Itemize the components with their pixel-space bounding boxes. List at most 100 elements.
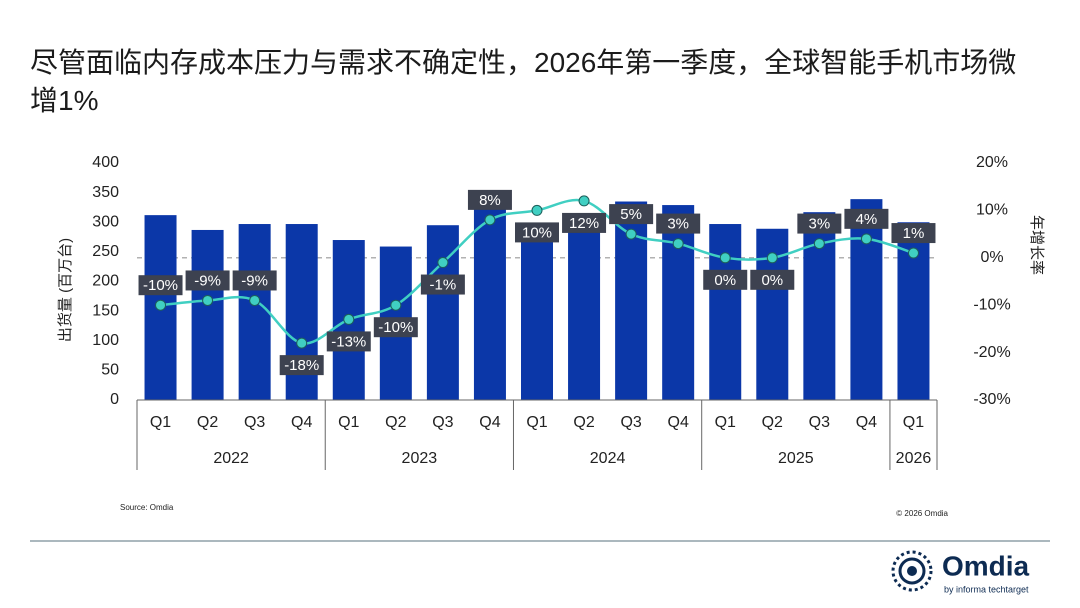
x-group-label: 2022 [213,450,249,467]
chart-title: 尽管面临内存成本压力与需求不确定性，2026年第一季度，全球智能手机市场微增1% [30,47,1017,116]
data-label: -9% [194,272,221,289]
x-tick-label: Q4 [668,414,689,431]
x-tick-label: Q1 [715,414,736,431]
growth-marker [202,294,214,306]
x-group-label: 2023 [402,450,438,467]
data-label-box [515,222,559,243]
bar [426,225,459,400]
bar [568,231,601,400]
x-tick-label: Q3 [620,414,641,431]
x-tick-label: Q4 [856,414,877,431]
x-tick-label: Q2 [762,414,783,431]
y2-tick-label: -20% [973,344,1010,361]
data-label: 8% [479,192,501,209]
x-group-label: 2026 [896,450,932,467]
data-label: 0% [714,272,736,289]
growth-marker [531,204,543,216]
data-label-box [420,274,465,295]
data-label: -13% [331,333,366,350]
data-label-box [844,208,889,229]
data-label: 3% [809,216,831,233]
y-tick-label: 350 [92,184,119,201]
x-tick-label: Q1 [338,414,359,431]
data-label-box [750,269,795,290]
bar [521,224,553,400]
bar [850,199,883,400]
y2-tick-label: 20% [976,154,1008,171]
y-tick-label: 300 [92,213,119,230]
data-label-box [279,355,324,376]
y2-tick-label: -30% [973,391,1010,408]
growth-marker [672,238,684,250]
y-tick-label: 0 [110,391,119,408]
y-axis-label: 出货量 (百万台) [57,238,74,342]
bar [473,195,506,400]
x-tick-label: Q2 [197,414,218,431]
data-label-box [138,275,183,296]
bar [191,229,224,400]
growth-marker [578,195,590,207]
data-label: 1% [903,225,925,242]
data-label-box [185,270,230,291]
x-tick-label: Q4 [291,414,312,431]
growth-marker [625,228,637,240]
x-tick-label: Q3 [809,414,830,431]
growth-marker [719,252,731,264]
y-tick-label: 100 [92,332,119,349]
data-label: -9% [241,272,268,289]
logo-name: Omdia [942,550,1030,581]
x-group-label: 2025 [778,450,814,467]
y2-tick-label: 10% [976,202,1008,219]
data-label: 4% [856,211,878,228]
y2-axis-label: 年增长率 [1028,215,1045,275]
data-label-box [562,212,607,233]
data-label: -1% [430,277,457,294]
data-label: 5% [620,206,642,223]
data-label-box [656,213,701,234]
growth-marker [249,294,261,306]
growth-marker [813,238,825,250]
y-tick-label: 150 [92,302,119,319]
growth-marker [437,257,449,269]
data-label: 0% [761,272,783,289]
growth-marker [484,214,496,226]
x-tick-label: Q1 [150,414,171,431]
y-tick-label: 50 [101,362,119,379]
data-label-box [467,189,512,210]
x-tick-label: Q1 [526,414,547,431]
logo-tagline: by informa techtarget [944,584,1029,594]
data-label: 12% [569,215,599,232]
bar [662,205,695,400]
data-label-box [891,223,936,244]
x-tick-label: Q3 [432,414,453,431]
x-group-label: 2024 [590,450,626,467]
data-label-box [326,331,371,352]
growth-marker [766,252,778,264]
growth-marker [343,313,355,325]
growth-marker [390,299,402,311]
data-label: -10% [378,319,413,336]
data-label: -10% [143,277,178,294]
y-tick-label: 400 [92,154,119,171]
source: Source: Omdia [120,503,174,512]
x-tick-label: Q4 [479,414,500,431]
x-tick-label: Q3 [244,414,265,431]
logo-icon [891,550,933,592]
data-label-box [797,213,842,234]
y2-tick-label: -10% [973,296,1010,313]
data-label-box [703,269,748,290]
data-label-box [373,317,418,338]
x-tick-label: Q1 [903,414,924,431]
bar [238,224,271,400]
copyright: © 2026 Omdia [896,509,948,518]
data-label: 3% [667,216,689,233]
growth-marker [296,337,308,349]
growth-marker [860,233,872,245]
y-tick-label: 200 [92,273,119,290]
x-tick-label: Q2 [573,414,594,431]
data-label-box [232,270,277,291]
data-label-box [609,204,654,225]
bar [709,224,742,400]
